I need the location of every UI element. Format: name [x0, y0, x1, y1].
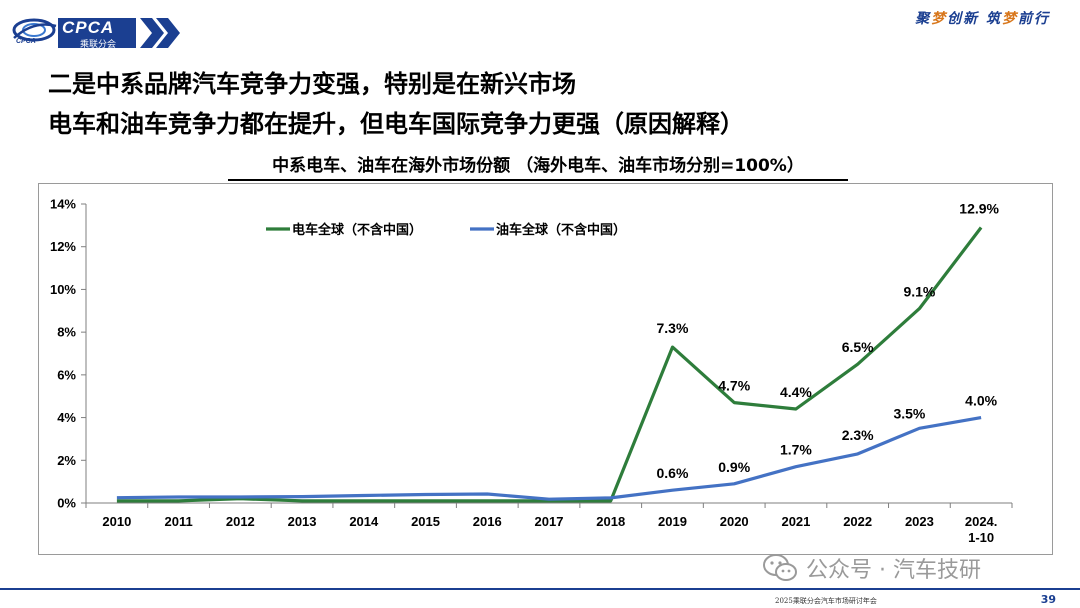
- y-tick-label: 2%: [57, 453, 76, 468]
- x-tick-label: 2017: [535, 514, 564, 529]
- data-label: 7.3%: [657, 320, 689, 336]
- slogan-part1: 聚: [915, 11, 932, 27]
- x-tick-label: 2015: [411, 514, 440, 529]
- x-tick-label: 2020: [720, 514, 749, 529]
- data-label: 4.0%: [965, 393, 997, 409]
- page-number: 39: [1040, 593, 1056, 606]
- footer-bar: [0, 588, 1080, 590]
- y-tick-label: 0%: [57, 496, 76, 511]
- wechat-icon: [763, 554, 797, 581]
- y-tick-label: 10%: [50, 282, 76, 297]
- logo-box: [58, 18, 136, 48]
- data-label: 3.5%: [893, 405, 925, 421]
- x-tick-label: 2022: [843, 514, 872, 529]
- x-tick-label: 2016: [473, 514, 502, 529]
- watermark-text: 公众号 · 汽车技研: [806, 558, 981, 583]
- x-tick-label: 2018: [596, 514, 625, 529]
- x-tick-label: 2011: [164, 514, 192, 529]
- series-line-ice: [116, 416, 982, 501]
- logo-text: CPCA: [62, 18, 115, 37]
- logo-emblem-text: CPCA: [16, 38, 36, 45]
- x-tick-label: 2010: [102, 514, 131, 529]
- chart-frame: [38, 183, 1053, 555]
- y-tick-label: 4%: [57, 410, 76, 425]
- watermark: 公众号 · 汽车技研: [762, 552, 981, 584]
- legend-label: 油车全球（不含中国）: [496, 222, 626, 238]
- data-label: 2.3%: [842, 427, 874, 443]
- y-tick-label: 12%: [50, 239, 76, 254]
- x-tick-label: 2023: [905, 514, 934, 529]
- page-title-line1: 二是中系品牌汽车竞争力变强，特别是在新兴市场: [48, 70, 576, 98]
- chart-title: 中系电车、油车在海外市场份额 （海外电车、油车市场分别=100%）: [228, 151, 848, 181]
- x-tick-label: 2014: [349, 514, 379, 529]
- x-tick-label: 2013: [288, 514, 317, 529]
- y-tick-label: 14%: [50, 197, 76, 212]
- data-label: 6.5%: [842, 339, 874, 355]
- x-tick-label: 2021: [781, 514, 810, 529]
- data-label: 9.1%: [903, 284, 935, 300]
- logo-subtext: 乘联分会: [80, 40, 117, 50]
- footer-note: 2025乘联分会汽车市场研讨年会: [775, 597, 877, 605]
- x-tick-label: 1-10: [968, 530, 994, 545]
- slogan-accent1: 梦: [931, 11, 948, 27]
- x-tick-label: 2019: [658, 514, 687, 529]
- data-label: 0.6%: [657, 465, 689, 481]
- data-label: 4.7%: [718, 378, 750, 394]
- data-label: 4.4%: [780, 384, 812, 400]
- data-label: 0.9%: [718, 459, 750, 475]
- y-tick-label: 8%: [57, 325, 76, 340]
- series-line-ev: [116, 226, 983, 503]
- page-title-line2: 电车和油车竞争力都在提升，但电车国际竞争力更强（原因解释）: [48, 110, 744, 138]
- chevron-right-icon: [140, 18, 180, 48]
- data-label: 1.7%: [780, 442, 812, 458]
- x-tick-label: 2024.: [965, 514, 998, 529]
- cpca-logo: CPCA CPCA 乘联分会: [10, 14, 180, 54]
- slogan-part2: 创新 筑: [947, 11, 1002, 27]
- legend-label: 电车全球（不含中国）: [292, 222, 422, 238]
- y-tick-label: 6%: [57, 367, 76, 382]
- data-label: 12.9%: [959, 200, 999, 216]
- x-tick-label: 2012: [226, 514, 255, 529]
- slogan-accent2: 梦: [1002, 11, 1018, 27]
- slogan-part3: 前行: [1018, 11, 1050, 27]
- cpca-emblem-icon: [12, 18, 57, 42]
- slogan: 聚梦创新 筑梦前行: [915, 8, 1050, 28]
